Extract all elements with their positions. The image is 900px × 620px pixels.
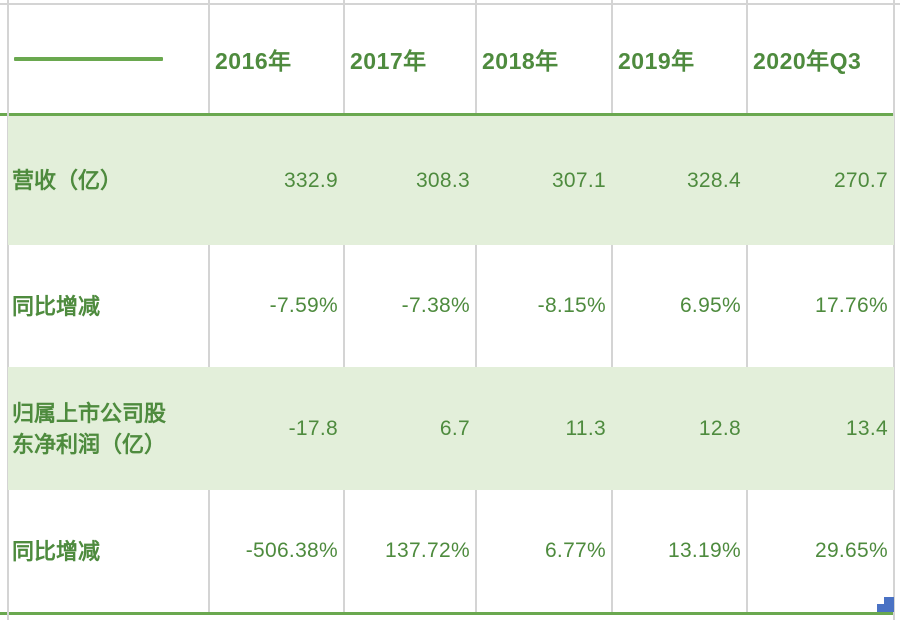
table-row-net-profit: 归属上市公司股 东净利润（亿） -17.8 6.7 11.3 12.8 13.4	[8, 367, 894, 490]
header-2018: 2018年	[476, 5, 612, 113]
header-2019: 2019年	[612, 5, 747, 113]
row-label-cell: 同比增减	[8, 245, 209, 367]
table-cell: -8.15%	[537, 294, 606, 317]
gridline-left	[7, 0, 9, 620]
gridline-col3-row2	[475, 245, 477, 367]
gridline-col5-row4	[746, 490, 748, 612]
table-cell: 17.76%	[814, 294, 888, 317]
header-label: 2018年	[482, 48, 559, 74]
gridline-col4-row4	[611, 490, 613, 612]
header-label: 2019年	[618, 48, 695, 74]
table-cell: 13.19%	[667, 539, 741, 562]
table-cell: 307.1	[551, 168, 606, 192]
gridline-col3-header	[475, 0, 477, 113]
gridline-top	[0, 3, 900, 5]
table-cell: 29.65%	[814, 539, 888, 562]
table-cell: -506.38%	[245, 539, 338, 562]
row-label-cell: 同比增减	[8, 490, 209, 612]
table-cell: 332.9	[283, 168, 338, 192]
header-2020q3: 2020年Q3	[747, 5, 894, 113]
resize-handle-step-tall	[884, 597, 894, 612]
header-label: 2020年Q3	[753, 48, 862, 74]
gridline-col5-header	[746, 0, 748, 113]
gridline-col2-row2	[343, 245, 345, 367]
table-cell: 270.7	[833, 168, 888, 192]
header-label: 2017年	[350, 48, 427, 74]
gridline-col3-row4	[475, 490, 477, 612]
gridline-col2-header	[343, 0, 345, 113]
gridline-col4-row2	[611, 245, 613, 367]
table-cell: 137.72%	[384, 539, 470, 562]
table-cell: 13.4	[845, 416, 888, 440]
row-label: 营收（亿）	[12, 168, 123, 193]
row-label-cell: 营收（亿）	[8, 116, 209, 245]
gridline-col1-row4	[208, 490, 210, 612]
dash-line	[14, 57, 163, 61]
row-label: 归属上市公司股 东净利润（亿）	[12, 400, 167, 457]
table-row-revenue: 营收（亿） 332.9 308.3 307.1 328.4 270.7	[8, 116, 894, 245]
gridline-col4-header	[611, 0, 613, 113]
header-separator-line	[0, 113, 894, 116]
gridline-col1-header	[208, 0, 210, 113]
table-cell: 11.3	[565, 416, 606, 440]
table-cell: 6.77%	[544, 539, 606, 562]
table-header-row: 2016年 2017年 2018年 2019年 2020年Q3	[8, 5, 894, 113]
header-2017: 2017年	[344, 5, 476, 113]
table-cell: 6.7	[439, 416, 470, 440]
row-label: 同比增减	[12, 538, 101, 564]
table-row-net-profit-yoy: 同比增减 -506.38% 137.72% 6.77% 13.19% 29.65…	[8, 490, 894, 612]
gridline-right	[893, 0, 895, 620]
gridline-col2-row4	[343, 490, 345, 612]
table-bottom-line	[0, 612, 894, 615]
table-cell: -7.38%	[401, 294, 470, 317]
resize-handle-icon	[877, 597, 894, 612]
table-cell: 328.4	[686, 168, 741, 192]
table-cell: 6.95%	[679, 294, 741, 317]
gridline-col1-row2	[208, 245, 210, 367]
header-2016: 2016年	[209, 5, 344, 113]
row-label: 同比增减	[12, 293, 101, 319]
table-cell: -7.59%	[269, 294, 338, 317]
header-empty-cell	[8, 5, 209, 113]
row-label-cell: 归属上市公司股 东净利润（亿）	[8, 367, 209, 490]
table-cell: 12.8	[698, 416, 741, 440]
table-cell: 308.3	[415, 168, 470, 192]
header-label: 2016年	[215, 48, 292, 74]
gridline-col5-row2	[746, 245, 748, 367]
resize-handle-step-short	[877, 604, 884, 612]
table-cell: -17.8	[288, 416, 338, 440]
table-row-revenue-yoy: 同比增减 -7.59% -7.38% -8.15% 6.95% 17.76%	[8, 245, 894, 367]
